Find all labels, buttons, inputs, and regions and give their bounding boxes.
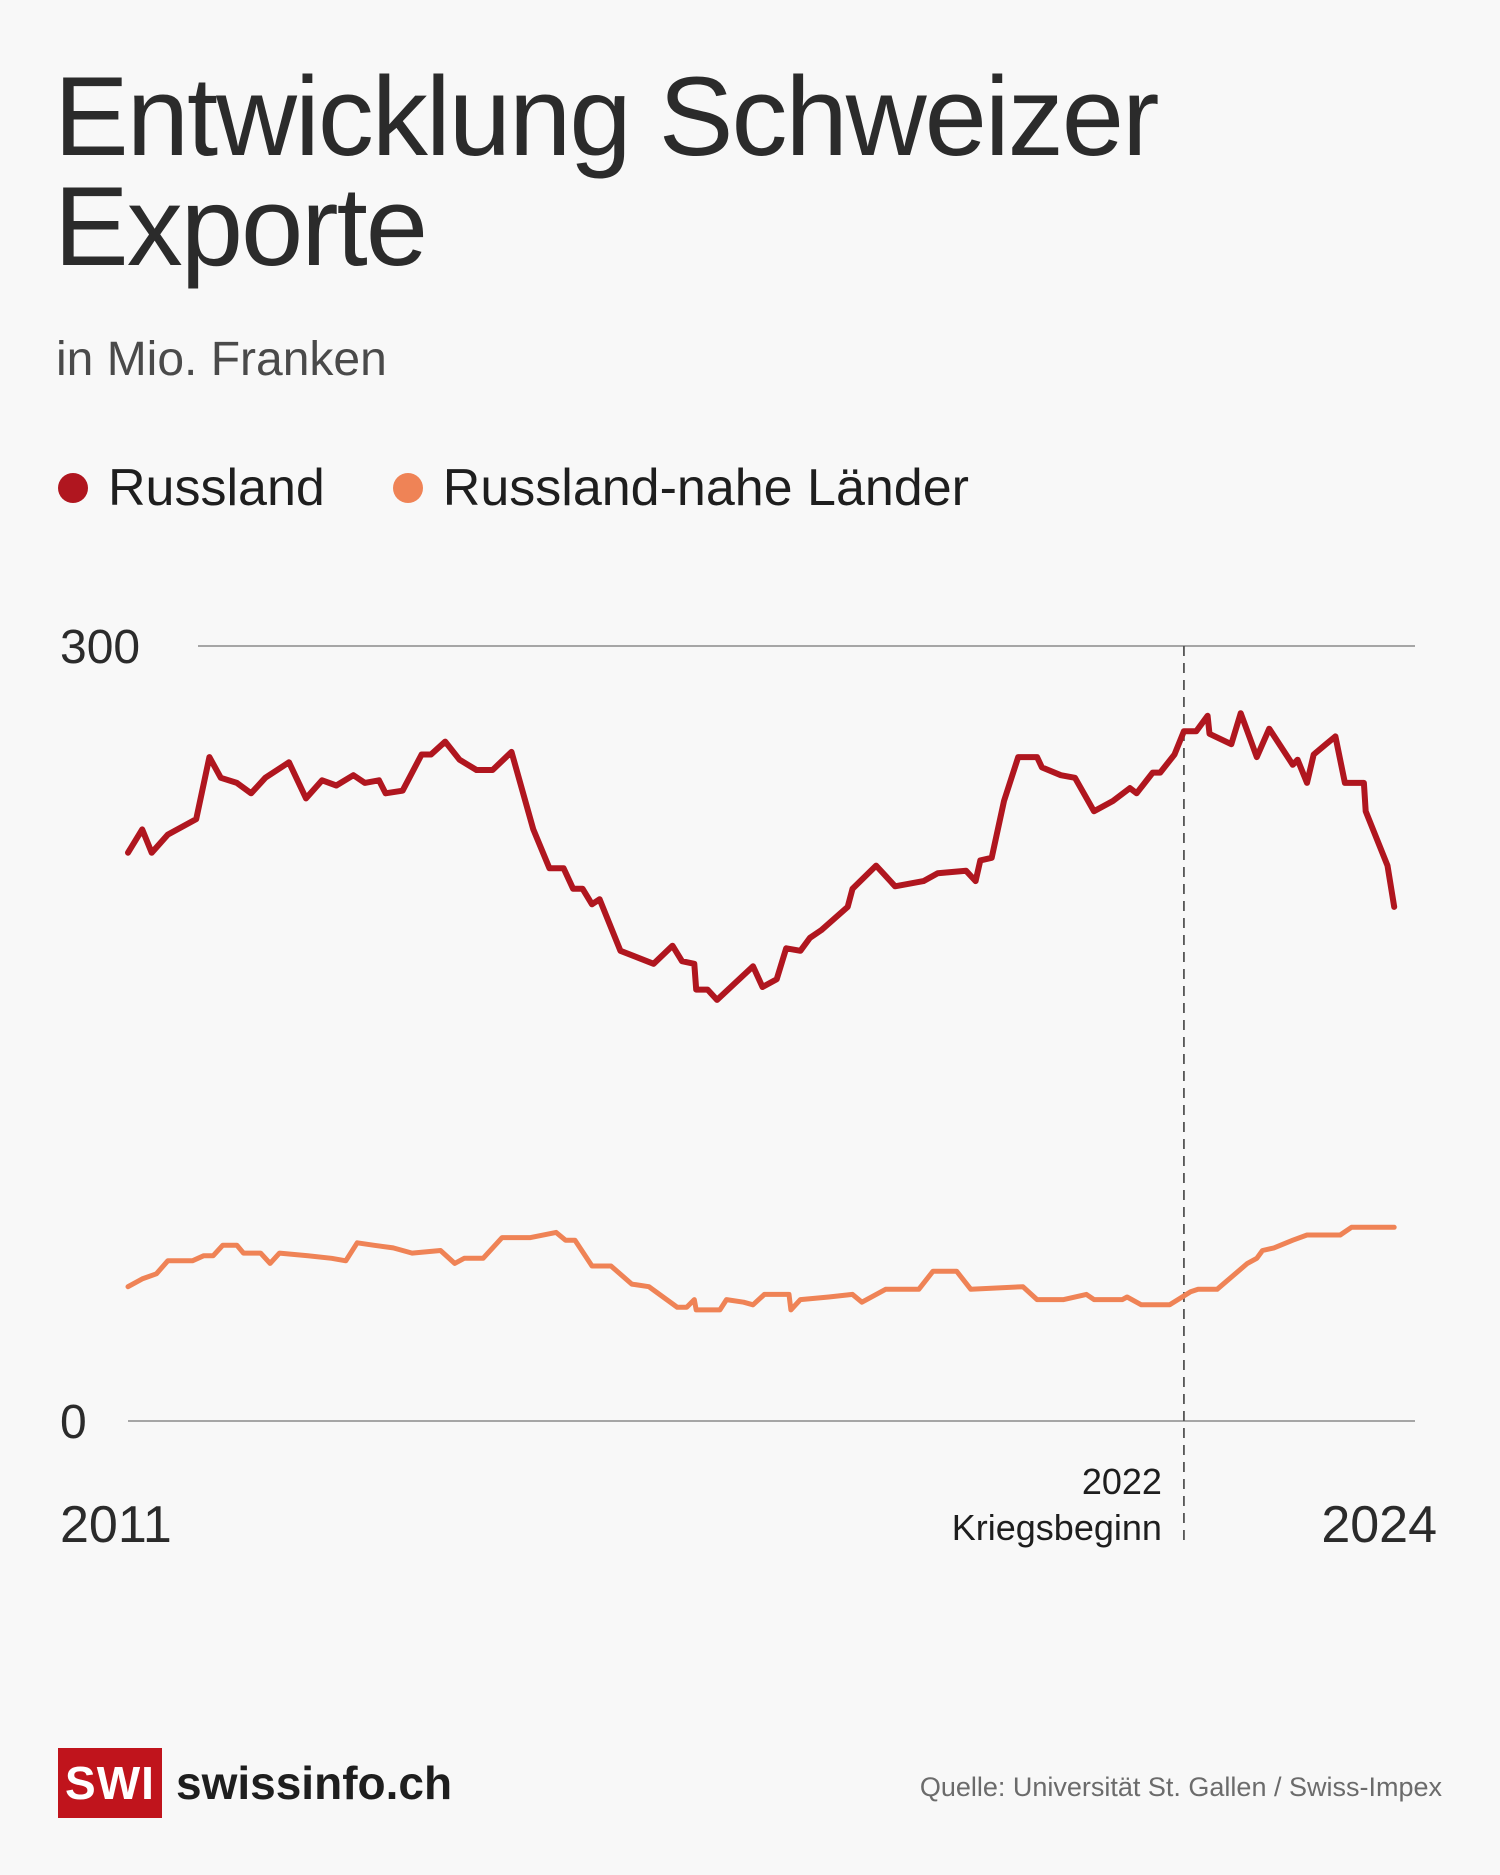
swi-logo-box: SWI — [58, 1748, 162, 1818]
series-line-russland — [125, 710, 1398, 1003]
legend-dot-russland-nahe — [392, 473, 423, 503]
x-tick-label-2024: 2024 — [1321, 1496, 1437, 1554]
y-tick-label-0: 0 — [60, 1396, 87, 1449]
legend: Russland Russland-nahe Länder — [58, 458, 1037, 518]
swi-logo[interactable]: SWI swissinfo.ch — [58, 1748, 452, 1818]
source-note: Quelle: Universität St. Gallen / Swiss-I… — [919, 1772, 1442, 1802]
chart-subtitle: in Mio. Franken — [56, 333, 387, 386]
series-line-russland-nahe — [125, 1224, 1397, 1313]
legend-label-russland-nahe: Russland-nahe Länder — [442, 459, 969, 517]
legend-item-russland-nahe: Russland-nahe Länder — [392, 458, 969, 518]
legend-label-russland: Russland — [108, 459, 325, 517]
chart-title: Entwicklung Schweizer Exporte — [54, 54, 1159, 289]
annotation-year: 2022 — [1082, 1461, 1162, 1502]
y-tick-label-300: 300 — [60, 621, 140, 674]
legend-dot-russland — [58, 473, 88, 503]
legend-item-russland: Russland — [58, 458, 325, 518]
site-name: swissinfo.ch — [176, 1757, 453, 1809]
x-tick-label-2011: 2011 — [60, 1496, 172, 1554]
line-chart: 300 0 2022 Kriegsbeginn 2011 2024 — [60, 621, 1437, 1554]
annotation-label: Kriegsbeginn — [952, 1507, 1162, 1548]
